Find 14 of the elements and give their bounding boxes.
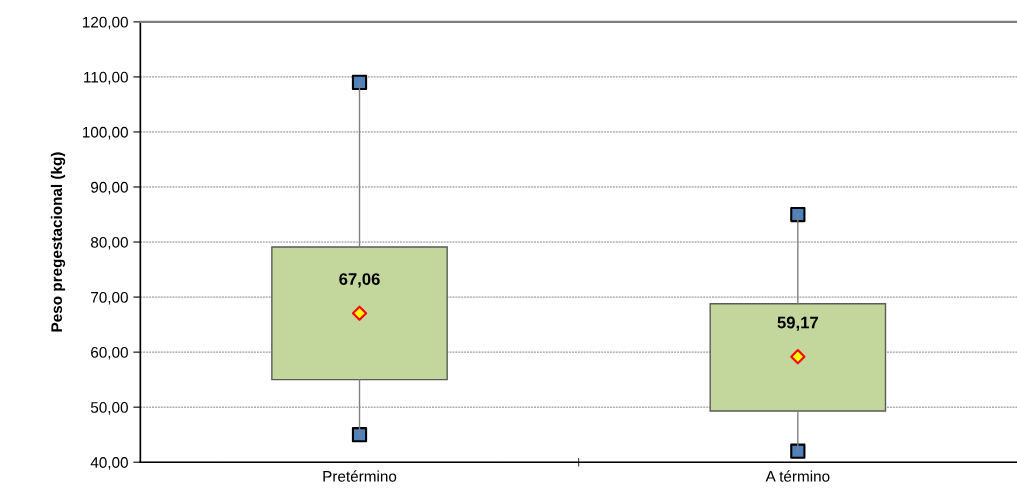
- annotation: 67,06: [339, 273, 380, 288]
- x-tick-label: Pretérmino: [323, 470, 397, 482]
- y-tick-label: 40,00: [90, 457, 128, 470]
- y-tick-label: 70,00: [91, 291, 128, 305]
- y-tick-label: 80,00: [90, 236, 128, 250]
- annotation: 59,17: [777, 316, 818, 331]
- y-axis-title: Peso pregestacional (kg): [50, 152, 66, 332]
- y-tick-label: 110,00: [84, 71, 128, 85]
- y-tick-label: 90,00: [91, 181, 128, 195]
- y-tick-label: 100,00: [82, 126, 128, 140]
- y-tick-label: 50,00: [90, 402, 128, 415]
- y-tick-label: 120,00: [82, 16, 128, 30]
- x-tick-label: A término: [765, 470, 830, 482]
- y-tick-label: 60,00: [91, 346, 128, 360]
